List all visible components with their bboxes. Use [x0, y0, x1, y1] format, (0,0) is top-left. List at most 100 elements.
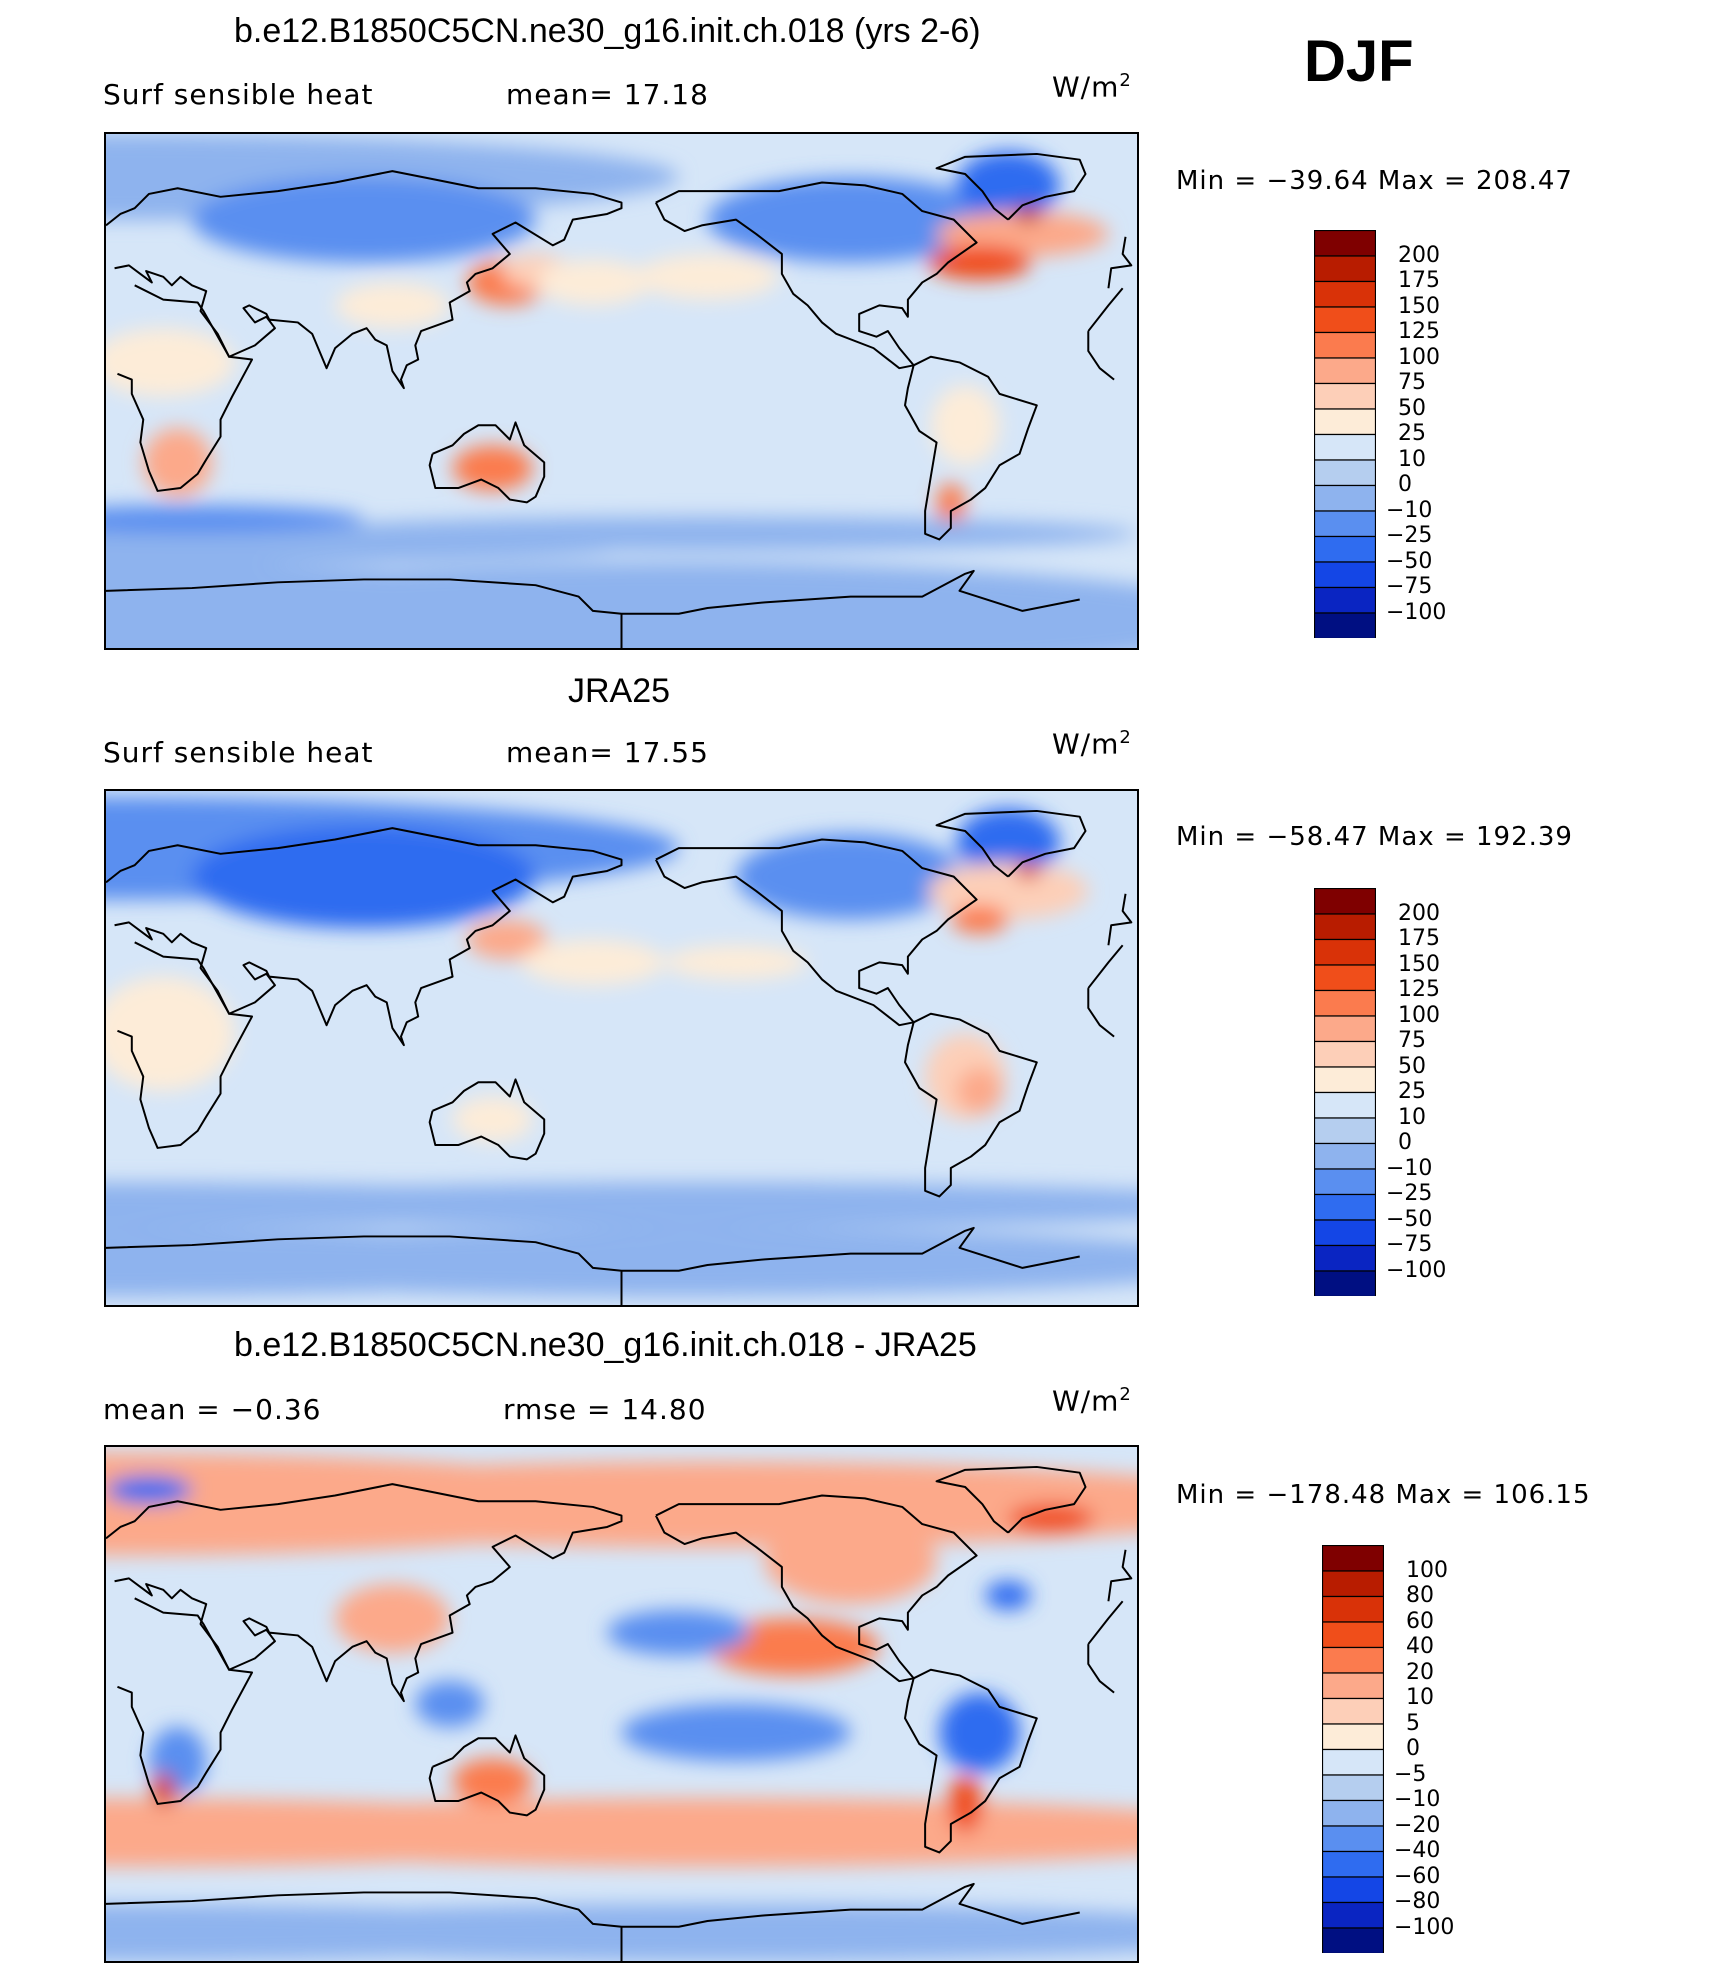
field-blob — [707, 176, 994, 263]
colorbar-tick-label: −80 — [1394, 1889, 1441, 1914]
panel-1-units: W/m2 — [1052, 70, 1132, 104]
field-blob — [939, 1692, 1020, 1773]
colorbar-tick-label: −100 — [1386, 1257, 1447, 1283]
colorbar-box — [1321, 1927, 1385, 1955]
coastline-namerica — [654, 838, 978, 1027]
panel-1-variable: Surf sensible heat — [103, 78, 374, 111]
field-blob — [106, 1475, 192, 1505]
field-blob — [936, 482, 966, 529]
colorbar-box — [1313, 989, 1377, 1017]
colorbar-tick-label: 40 — [1406, 1634, 1434, 1659]
colorbar-tick-label: 0 — [1398, 472, 1412, 497]
colorbar-box — [1321, 1544, 1385, 1572]
colorbar-tick-label: −60 — [1394, 1863, 1441, 1889]
panel-3-mean: mean = −0.36 — [103, 1393, 322, 1426]
coastline-africa — [117, 284, 1124, 492]
colorbar-tick-label: −40 — [1394, 1838, 1441, 1863]
panel-3-units: W/m2 — [1052, 1384, 1132, 1418]
colorbar-box — [1313, 938, 1377, 966]
field-blob — [1016, 862, 1040, 880]
panel-1-mean: mean= 17.18 — [506, 78, 709, 111]
colorbar-box — [1321, 1570, 1385, 1598]
colorbar-box — [1313, 887, 1377, 915]
colorbar-box — [1321, 1774, 1385, 1802]
coastline-samerica — [904, 355, 1038, 541]
field-blob — [106, 328, 235, 397]
map-svg — [106, 134, 1137, 648]
panel-2-title: JRA25 — [568, 672, 671, 710]
season-label: DJF — [1304, 29, 1414, 94]
colorbar-box — [1313, 408, 1377, 436]
colorbar-tick-label: −10 — [1386, 1155, 1433, 1181]
colorbar-tick-label: 75 — [1398, 1028, 1426, 1053]
field-blob — [1016, 205, 1040, 223]
colorbar-tick-label: 20 — [1406, 1659, 1434, 1685]
colorbar-box — [1321, 1595, 1385, 1623]
colorbar-box — [1321, 1799, 1385, 1827]
map-svg — [106, 1447, 1137, 1961]
colorbar-box — [1313, 382, 1377, 410]
panel-3-colorbar: 100 80 60 40 20 10 5 0 −5 −10 −20 −40 −60 −80 −100 — [1321, 1544, 1454, 1955]
coastline-antarctica — [106, 1882, 1080, 1961]
colorbar-tick-label: 100 — [1406, 1557, 1448, 1583]
colorbar-tick-label: 25 — [1398, 421, 1426, 446]
colorbar-tick-label: −25 — [1386, 1181, 1433, 1206]
colorbar-box — [1321, 1748, 1385, 1776]
field-blob — [956, 808, 1060, 877]
colorbar-tick-label: 100 — [1398, 1002, 1440, 1028]
colorbar-tick-label: 150 — [1398, 293, 1440, 319]
colorbar-tick-label: 5 — [1406, 1710, 1420, 1736]
coastline-samerica — [904, 1668, 1038, 1854]
field-blob — [956, 1068, 1003, 1114]
field-blob — [106, 976, 235, 1091]
coastlines — [106, 1465, 1133, 1961]
panel-2-minmax: Min = −58.47 Max = 192.39 — [1176, 822, 1573, 852]
colorbar-box — [1313, 1040, 1377, 1068]
field-layer — [106, 134, 1137, 648]
colorbar-box — [1313, 433, 1377, 461]
colorbar-box — [1321, 1825, 1385, 1853]
coastline-antarctica — [106, 1226, 1080, 1305]
coastlines — [106, 809, 1133, 1305]
field-blob — [664, 945, 808, 980]
colorbar-box — [1313, 1168, 1377, 1196]
field-blob — [191, 825, 536, 929]
field-blob — [151, 1772, 175, 1807]
field-blob — [106, 505, 364, 534]
colorbar-box — [1313, 1015, 1377, 1043]
colorbar-tick-label: 0 — [1398, 1130, 1412, 1155]
coastline-africa — [117, 941, 1124, 1149]
colorbar-tick-label: −50 — [1386, 1206, 1433, 1232]
colorbar-box — [1313, 510, 1377, 538]
colorbar-tick-label: 200 — [1398, 242, 1440, 268]
colorbar-box — [1313, 1117, 1377, 1145]
field-blob — [950, 905, 1009, 934]
field-blob — [335, 282, 450, 329]
colorbar-tick-label: 60 — [1406, 1608, 1434, 1634]
colorbar-box — [1321, 1621, 1385, 1649]
colorbar-tick-label: −50 — [1386, 548, 1433, 574]
colorbar-svg — [1321, 1544, 1385, 1955]
colorbar-tick-label: −25 — [1386, 523, 1433, 548]
field-blob — [106, 562, 1137, 648]
colorbar-tick-label: 125 — [1398, 319, 1440, 344]
field-blob — [764, 1518, 937, 1605]
field-blob — [521, 939, 665, 986]
colorbar-tick-label: 75 — [1398, 370, 1426, 395]
field-blob — [191, 176, 536, 263]
panel-1-minmax: Min = −39.64 Max = 208.47 — [1176, 166, 1573, 196]
colorbar-box — [1313, 1219, 1377, 1247]
panel-2-variable: Surf sensible heat — [103, 736, 374, 769]
panel-3-rmse: rmse = 14.80 — [503, 1393, 707, 1426]
field-blob — [635, 253, 780, 300]
colorbar-box — [1313, 1244, 1377, 1272]
colorbar-svg — [1313, 887, 1377, 1298]
field-blob — [947, 1775, 983, 1833]
field-blob — [927, 862, 1089, 920]
colorbar-box — [1321, 1850, 1385, 1878]
panel-2-mean: mean= 17.55 — [506, 736, 709, 769]
colorbar-tick-label: −20 — [1394, 1812, 1441, 1838]
field-blob — [936, 211, 1109, 257]
field-blob — [930, 385, 1000, 466]
colorbar-tick-label: 50 — [1398, 1053, 1426, 1079]
